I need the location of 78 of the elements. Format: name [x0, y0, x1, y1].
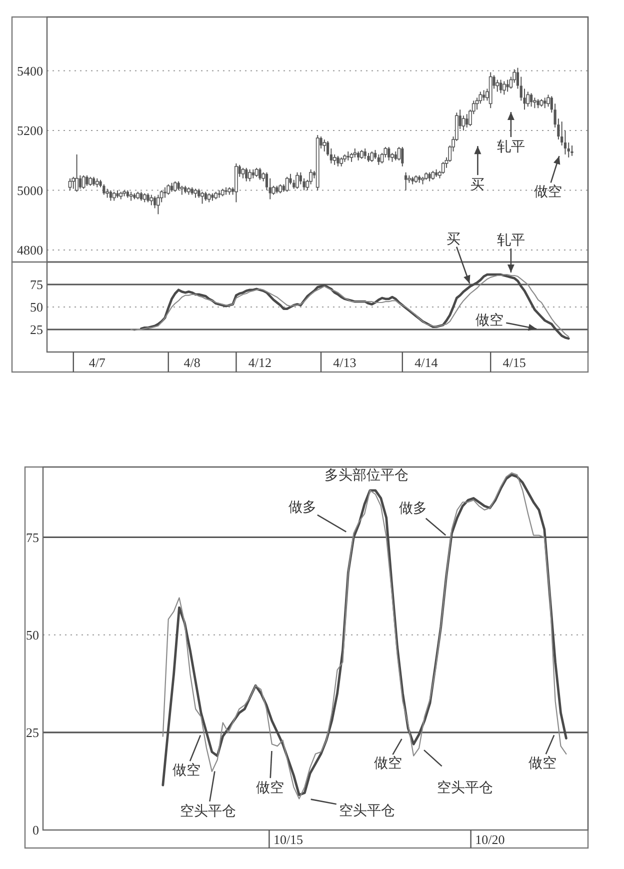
candlestick	[82, 174, 86, 190]
candlestick	[75, 154, 78, 192]
annotation: 空头平仓	[338, 802, 395, 819]
annotation: 买	[470, 178, 485, 194]
candlestick	[506, 79, 509, 92]
candlestick	[364, 148, 366, 160]
annotation: 轧平	[496, 139, 525, 156]
y-tick-label: 50	[30, 300, 43, 314]
candlestick	[268, 178, 272, 200]
x-tick-label: 4/15	[502, 355, 526, 370]
y-tick-label: 25	[26, 724, 39, 740]
candlestick	[86, 174, 88, 186]
candlestick	[499, 79, 502, 94]
candlestick	[285, 176, 289, 192]
candlestick	[102, 184, 106, 196]
candlestick	[322, 139, 326, 152]
candlestick	[156, 194, 160, 215]
annotation: 空头平仓	[436, 780, 493, 796]
candlestick	[530, 92, 533, 108]
candlestick	[248, 168, 252, 182]
candlestick	[377, 154, 380, 166]
candlestick	[200, 191, 204, 204]
candlestick	[570, 144, 574, 156]
x-tick-label: 4/14	[414, 355, 438, 370]
candlestick	[336, 155, 340, 167]
candlestick	[173, 180, 177, 192]
x-tick-label: 4/12	[248, 355, 272, 370]
annotation: 空头平仓	[180, 803, 236, 820]
candlestick	[546, 94, 550, 108]
y-tick-label: 50	[26, 627, 39, 642]
x-tick-label: 10/15	[273, 832, 304, 847]
candlestick	[164, 186, 166, 198]
annotation: 做空	[172, 762, 201, 778]
candlestick	[404, 172, 408, 191]
candlestick	[466, 114, 468, 128]
candlestick	[72, 176, 76, 190]
candlestick	[245, 167, 248, 182]
candlestick	[388, 146, 390, 161]
x-tick-label: 4/8	[184, 355, 200, 370]
candlestick	[401, 146, 404, 167]
candlestick	[544, 97, 546, 109]
y-tick-label: 25	[30, 322, 43, 337]
candlestick	[370, 150, 374, 162]
x-tick-label: 4/13	[333, 355, 356, 370]
candlestick	[502, 80, 506, 96]
y-tick-label: 75	[26, 530, 39, 545]
candlestick	[78, 174, 82, 190]
annotation: 做空	[528, 755, 556, 772]
annotation: 做多	[398, 500, 427, 516]
annotation: 轧平	[496, 232, 525, 248]
x-tick-label: 4/7	[88, 355, 106, 370]
y-tick-label: 5000	[17, 182, 43, 198]
candlestick	[109, 190, 112, 202]
annotation: 做空	[374, 755, 402, 772]
y-tick-label: 75	[30, 277, 43, 292]
x-tick-label: 10/20	[475, 832, 505, 847]
y-tick-label: 0	[32, 822, 39, 838]
candlestick	[567, 142, 570, 158]
candlestick	[241, 167, 245, 179]
y-tick-label: 5200	[17, 123, 43, 138]
y-tick-label: 4800	[17, 242, 43, 258]
candlestick	[258, 167, 262, 180]
candlestick	[532, 97, 536, 109]
annotation: 做多	[288, 499, 317, 516]
y-tick-label: 5400	[17, 63, 43, 78]
candlestick	[526, 91, 530, 108]
annotation: 多头部位平仓	[324, 468, 409, 484]
candlestick	[496, 79, 500, 92]
annotation: 做空	[534, 184, 562, 200]
candlestick	[441, 161, 445, 174]
candlestick	[296, 172, 299, 190]
candlestick	[166, 184, 170, 196]
annotation: 买	[446, 232, 461, 248]
annotation: 做空	[475, 312, 504, 328]
candlestick	[150, 194, 154, 206]
candlestick	[482, 90, 486, 102]
candlestick	[153, 196, 156, 209]
annotation: 做空	[256, 780, 284, 796]
